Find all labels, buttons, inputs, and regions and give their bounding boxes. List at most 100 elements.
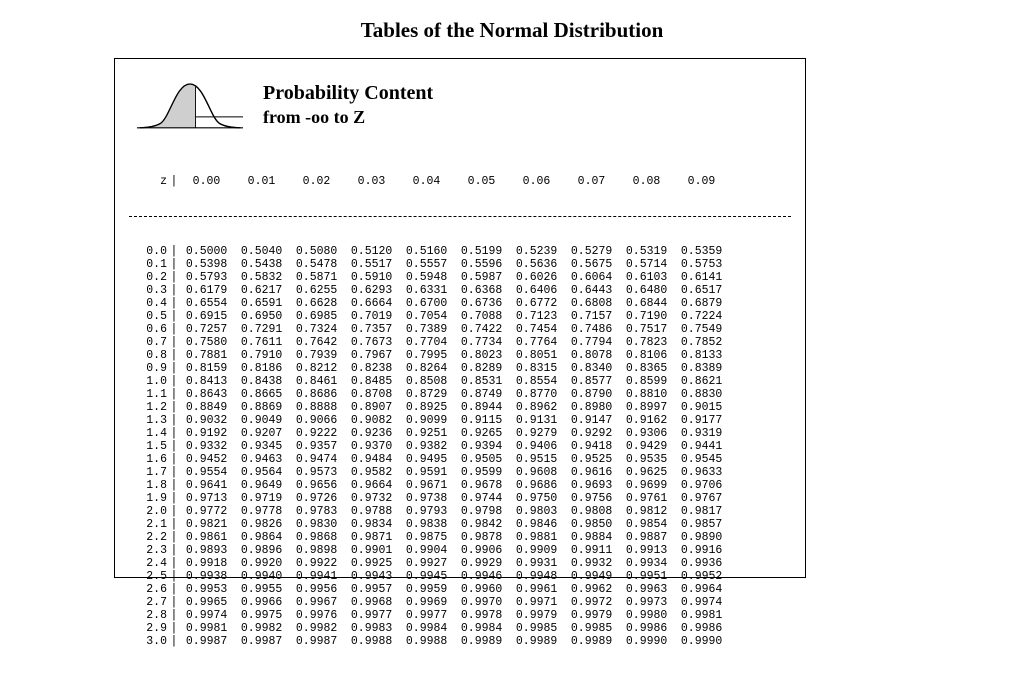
cell: 0.9949	[564, 570, 619, 583]
table-row: 1.3| 0.9032 0.9049 0.9066 0.9082 0.9099 …	[129, 414, 791, 427]
column-header: 0.01	[234, 175, 289, 188]
cell: 0.8106	[619, 349, 674, 362]
row-separator: |	[169, 635, 179, 648]
cell: 0.9332	[179, 440, 234, 453]
cell: 0.9616	[564, 466, 619, 479]
cell: 0.6985	[289, 310, 344, 323]
cell: 0.9943	[344, 570, 399, 583]
table-row: 1.9| 0.9713 0.9719 0.9726 0.9732 0.9738 …	[129, 492, 791, 505]
cell: 0.9452	[179, 453, 234, 466]
cell: 0.9893	[179, 544, 234, 557]
cell: 0.9756	[564, 492, 619, 505]
row-separator: |	[169, 557, 179, 570]
cell: 0.9474	[289, 453, 344, 466]
cell: 0.9985	[509, 622, 564, 635]
cell: 0.6664	[344, 297, 399, 310]
cell: 0.6331	[399, 284, 454, 297]
cell: 0.5987	[454, 271, 509, 284]
cell: 0.9871	[344, 531, 399, 544]
cell: 0.8708	[344, 388, 399, 401]
row-separator: |	[169, 518, 179, 531]
cell: 0.9834	[344, 518, 399, 531]
cell: 0.6406	[509, 284, 564, 297]
cell: 0.9887	[619, 531, 674, 544]
row-header: 3.0	[129, 635, 169, 648]
cell: 0.9830	[289, 518, 344, 531]
cell: 0.5714	[619, 258, 674, 271]
cell: 0.9968	[344, 596, 399, 609]
cell: 0.7673	[344, 336, 399, 349]
cell: 0.5948	[399, 271, 454, 284]
cell: 0.9962	[564, 583, 619, 596]
table-body: 0.0| 0.5000 0.5040 0.5080 0.5120 0.5160 …	[129, 245, 791, 648]
row-separator: |	[169, 596, 179, 609]
cell: 0.8888	[289, 401, 344, 414]
cell: 0.9925	[344, 557, 399, 570]
cell: 0.8212	[289, 362, 344, 375]
cell: 0.9177	[674, 414, 729, 427]
row-header: 2.6	[129, 583, 169, 596]
normal-curve-icon	[135, 73, 245, 137]
cell: 0.9147	[564, 414, 619, 427]
cell: 0.9772	[179, 505, 234, 518]
cell: 0.7910	[234, 349, 289, 362]
cell: 0.8365	[619, 362, 674, 375]
cell: 0.6141	[674, 271, 729, 284]
cell: 0.9974	[179, 609, 234, 622]
row-header: 2.5	[129, 570, 169, 583]
cell: 0.9976	[289, 609, 344, 622]
cell: 0.9932	[564, 557, 619, 570]
row-separator: |	[169, 388, 179, 401]
subtitle-line-1: Probability Content	[263, 82, 433, 105]
cell: 0.7257	[179, 323, 234, 336]
cell: 0.9394	[454, 440, 509, 453]
cell: 0.5000	[179, 245, 234, 258]
cell: 0.6844	[619, 297, 674, 310]
table-row: 1.6| 0.9452 0.9463 0.9474 0.9484 0.9495 …	[129, 453, 791, 466]
table-row: 0.3| 0.6179 0.6217 0.6255 0.6293 0.6331 …	[129, 284, 791, 297]
cell: 0.9984	[399, 622, 454, 635]
cell: 0.9719	[234, 492, 289, 505]
table-row: 1.2| 0.8849 0.8869 0.8888 0.8907 0.8925 …	[129, 401, 791, 414]
cell: 0.6772	[509, 297, 564, 310]
cell: 0.6368	[454, 284, 509, 297]
cell: 0.9207	[234, 427, 289, 440]
table-row: 2.9| 0.9981 0.9982 0.9982 0.9983 0.9984 …	[129, 622, 791, 635]
row-header: 2.8	[129, 609, 169, 622]
table-row: 1.5| 0.9332 0.9345 0.9357 0.9370 0.9382 …	[129, 440, 791, 453]
row-header: 1.6	[129, 453, 169, 466]
cell: 0.9980	[619, 609, 674, 622]
cell: 0.9971	[509, 596, 564, 609]
cell: 0.9875	[399, 531, 454, 544]
row-separator: |	[169, 323, 179, 336]
cell: 0.9732	[344, 492, 399, 505]
cell: 0.5239	[509, 245, 564, 258]
cell: 0.8962	[509, 401, 564, 414]
cell: 0.5120	[344, 245, 399, 258]
table-row: 1.1| 0.8643 0.8665 0.8686 0.8708 0.8729 …	[129, 388, 791, 401]
cell: 0.6255	[289, 284, 344, 297]
subtitle-line-2: from -oo to Z	[263, 107, 433, 128]
cell: 0.9945	[399, 570, 454, 583]
cell: 0.9370	[344, 440, 399, 453]
table-row: 2.3| 0.9893 0.9896 0.9898 0.9901 0.9904 …	[129, 544, 791, 557]
cell: 0.6026	[509, 271, 564, 284]
cell: 0.8944	[454, 401, 509, 414]
cell: 0.9981	[179, 622, 234, 635]
cell: 0.8729	[399, 388, 454, 401]
cell: 0.8078	[564, 349, 619, 362]
row-header: 2.1	[129, 518, 169, 531]
cell: 0.9896	[234, 544, 289, 557]
cell: 0.6808	[564, 297, 619, 310]
cell: 0.7704	[399, 336, 454, 349]
cell: 0.8770	[509, 388, 564, 401]
cell: 0.9983	[344, 622, 399, 635]
cell: 0.6517	[674, 284, 729, 297]
row-separator: |	[169, 583, 179, 596]
cell: 0.8980	[564, 401, 619, 414]
cell: 0.7967	[344, 349, 399, 362]
cell: 0.9082	[344, 414, 399, 427]
cell: 0.9977	[399, 609, 454, 622]
cell: 0.9693	[564, 479, 619, 492]
cell: 0.7224	[674, 310, 729, 323]
